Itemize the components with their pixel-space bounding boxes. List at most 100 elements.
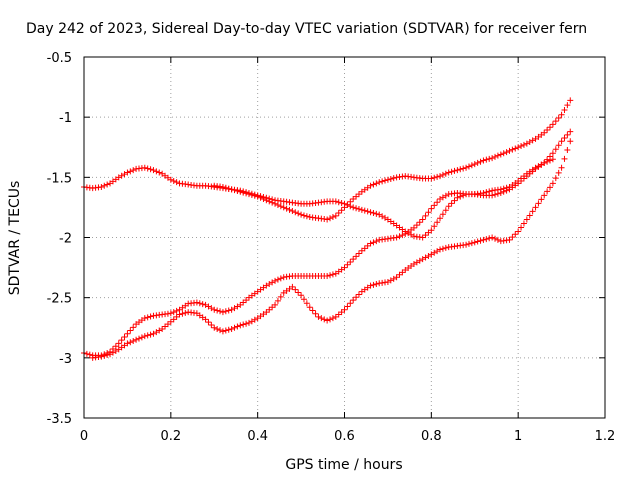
data-point	[544, 158, 551, 165]
data-point	[214, 307, 221, 314]
data-point	[306, 304, 313, 311]
data-point	[373, 238, 380, 245]
data-point	[549, 156, 556, 163]
data-point	[463, 241, 470, 248]
data-point	[541, 192, 548, 199]
data-point	[347, 300, 354, 307]
data-point	[494, 236, 501, 243]
data-point	[355, 206, 362, 213]
data-point	[295, 289, 302, 296]
data-point	[529, 208, 536, 215]
data-point	[506, 236, 513, 243]
data-point	[324, 273, 331, 280]
data-point	[147, 331, 154, 338]
data-point	[364, 208, 371, 215]
data-point	[506, 147, 513, 154]
data-point	[173, 179, 180, 186]
data-point	[549, 150, 556, 157]
data-point	[150, 167, 157, 174]
data-point	[500, 150, 507, 157]
data-point	[243, 189, 250, 196]
data-point	[486, 188, 493, 195]
data-point	[251, 191, 258, 198]
data-point	[280, 204, 287, 211]
data-point	[196, 300, 203, 307]
data-point	[170, 177, 177, 184]
data-point	[558, 111, 565, 118]
data-point	[431, 202, 438, 209]
data-point	[396, 233, 403, 240]
data-point	[272, 277, 279, 284]
data-point	[532, 204, 539, 211]
data-point	[176, 311, 183, 318]
x-tick-label: 0	[80, 429, 88, 444]
data-point	[465, 240, 472, 247]
data-point	[300, 212, 307, 219]
data-point	[552, 118, 559, 125]
data-point	[445, 169, 452, 176]
data-point	[564, 147, 571, 154]
data-point	[182, 309, 189, 316]
data-point	[376, 179, 383, 186]
data-point	[118, 337, 125, 344]
data-point	[274, 297, 281, 304]
data-point	[549, 180, 556, 187]
data-point	[541, 159, 548, 166]
data-point	[367, 209, 374, 216]
data-point	[555, 169, 562, 176]
data-point	[133, 336, 140, 343]
data-point	[552, 175, 559, 182]
data-marks	[81, 97, 574, 361]
y-axis-title: SDTVAR / TECUs	[7, 181, 23, 296]
data-point	[451, 197, 458, 204]
x-tick-label: 1.2	[595, 429, 616, 444]
data-point	[370, 210, 377, 217]
data-point	[225, 185, 232, 192]
data-point	[312, 310, 319, 317]
data-point	[382, 177, 389, 184]
data-point	[127, 339, 134, 346]
series-track-4	[89, 138, 574, 361]
data-point	[384, 176, 391, 183]
data-point	[263, 194, 270, 201]
data-point	[526, 212, 533, 219]
data-point	[480, 157, 487, 164]
axis-ticks	[83, 56, 606, 419]
data-point	[477, 158, 484, 165]
data-point	[477, 237, 484, 244]
data-point	[217, 327, 224, 334]
data-point	[497, 186, 504, 193]
data-point	[219, 309, 226, 316]
data-point	[367, 240, 374, 247]
data-point	[86, 351, 93, 358]
data-point	[434, 173, 441, 180]
data-point	[321, 316, 328, 323]
data-point	[283, 205, 290, 212]
data-point	[471, 161, 478, 168]
data-point	[98, 183, 105, 190]
data-point	[274, 276, 281, 283]
data-point	[98, 353, 105, 360]
data-point	[300, 296, 307, 303]
data-point	[480, 189, 487, 196]
data-point	[144, 314, 151, 321]
data-point	[347, 203, 354, 210]
data-point	[489, 234, 496, 241]
data-point	[272, 301, 279, 308]
data-point	[341, 200, 348, 207]
data-point	[144, 165, 151, 172]
data-point	[289, 208, 296, 215]
y-tick-label: -3.5	[47, 412, 72, 427]
data-point	[327, 215, 334, 222]
data-point	[483, 236, 490, 243]
data-point	[173, 307, 180, 314]
data-point	[518, 143, 525, 150]
y-tick-labels: -3.5 -3 -2.5 -2 -1.5 -1 -0.5	[47, 51, 72, 427]
data-point	[555, 142, 562, 149]
data-point	[547, 184, 554, 191]
data-point	[147, 166, 154, 173]
plot-frame	[83, 56, 606, 419]
data-point	[361, 207, 368, 214]
data-point	[518, 224, 525, 231]
data-point	[335, 210, 342, 217]
